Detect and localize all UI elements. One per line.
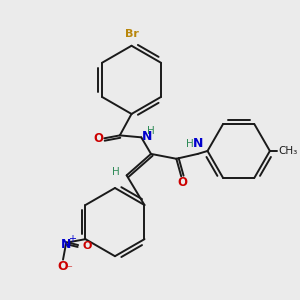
Text: ⁻: ⁻ (66, 264, 72, 274)
Text: O: O (177, 176, 187, 189)
Text: H: H (147, 125, 155, 136)
Text: N: N (193, 137, 203, 150)
Text: +: + (68, 234, 76, 244)
Text: N: N (61, 238, 71, 250)
Text: Br: Br (124, 29, 139, 39)
Text: O: O (58, 260, 68, 273)
Text: O: O (93, 132, 103, 145)
Text: H: H (186, 139, 194, 149)
Text: H: H (112, 167, 120, 177)
Text: N: N (142, 130, 153, 143)
Text: O: O (82, 241, 92, 251)
Text: CH₃: CH₃ (279, 146, 298, 156)
